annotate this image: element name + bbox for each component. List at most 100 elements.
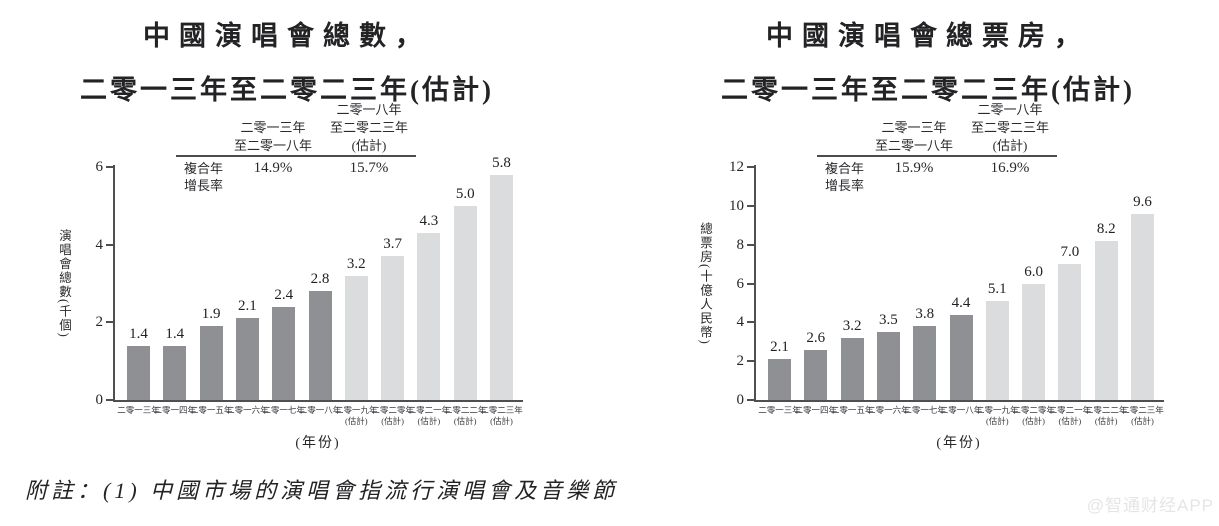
cagr-period-2-header: 二零一八年 至二零二三年 (估計) — [330, 101, 408, 155]
bar — [490, 174, 513, 400]
plot-area: 0 2 4 6 8 10 12 2.1 二零一三年 2.6 二零一四年 3.2 二零一五年 3.5 二零一六… — [729, 159, 1164, 426]
y-axis-tick — [747, 321, 754, 324]
y-axis-line — [754, 165, 756, 402]
y-axis-title: 總票房(十億人民幣) — [698, 221, 712, 346]
y-tick-label: 6 — [95, 159, 104, 175]
x-tick-label: 二零一五年 — [830, 405, 874, 415]
y-tick-label: 0 — [95, 392, 104, 408]
bar-value-label: 4.3 — [419, 213, 439, 230]
chart-box-office: 中國演唱會總票房， 二零一三年至二零二三年(估計) 二零一三年 至二零一八年 二… — [652, 0, 1219, 462]
y-axis-tick — [747, 243, 754, 246]
bar-value-label: 5.1 — [987, 280, 1007, 297]
cagr-period-2-line3: (估計) — [351, 138, 387, 153]
chart-title-line1: 中國演唱會總票房， — [766, 21, 1090, 51]
y-axis-tick — [106, 399, 113, 401]
y-tick-label: 8 — [736, 236, 745, 253]
cagr-row-label: 複合年 增長率 — [184, 160, 223, 194]
bar — [235, 318, 259, 400]
cagr-period-1-header: 二零一三年 至二零一八年 — [234, 119, 312, 155]
cagr-period-1-line1: 二零一三年 — [881, 120, 947, 135]
bar — [985, 300, 1009, 400]
y-axis-tick — [106, 166, 113, 168]
bar — [308, 291, 332, 400]
bar — [804, 349, 828, 400]
x-axis-line — [113, 400, 523, 402]
bar — [840, 337, 864, 400]
x-tick-label: 二零一六年 — [867, 405, 910, 415]
bar — [1094, 240, 1118, 400]
bar — [876, 332, 900, 400]
x-tick-label: 二零一六年 — [226, 405, 269, 415]
bar-value-label: 3.5 — [879, 312, 898, 329]
y-axis-tick — [747, 166, 754, 168]
x-tick-label: 二零一七年 — [262, 405, 305, 415]
bar-value-label: 2.8 — [310, 271, 330, 288]
x-axis-title: (年份) — [295, 436, 341, 451]
bar-value-label: 2.4 — [274, 286, 294, 303]
chart-title-line1: 中國演唱會總數， — [143, 21, 431, 51]
cagr-divider-line — [176, 155, 416, 157]
cagr-row-label-line2: 增長率 — [825, 178, 865, 193]
bar — [453, 205, 477, 400]
x-axis-line — [754, 400, 1164, 402]
bar — [199, 326, 223, 400]
cagr-row-label-line2: 增長率 — [184, 178, 224, 193]
bar-value-label: 1.9 — [201, 306, 221, 323]
y-axis-title: 演唱會總數(千個) — [57, 228, 71, 339]
bar-value-label: 3.8 — [915, 306, 935, 323]
cagr-value-1: 15.9% — [894, 160, 934, 176]
bar-value-label: 9.6 — [1133, 193, 1152, 210]
x-tick-label: 二零二二年 (估計) — [1084, 405, 1128, 426]
chart-title-line2: 二零一三年至二零二三年(估計) — [80, 75, 494, 105]
cagr-period-1-header: 二零一三年 至二零一八年 — [875, 119, 953, 155]
x-tick-label: 二零一九年 (估計) — [976, 405, 1019, 426]
cagr-value-1: 14.9% — [253, 160, 293, 176]
cagr-period-2-header: 二零一八年 至二零二三年 (估計) — [971, 101, 1049, 155]
watermark: @智通财经APP — [1086, 496, 1214, 515]
chart-title: 中國演唱會總票房， 二零一三年至二零二三年(估計) — [652, 14, 1204, 107]
x-tick-label: 二零一八年 — [298, 405, 342, 415]
y-axis-tick — [106, 321, 113, 324]
bar-value-label: 5.8 — [492, 154, 511, 171]
y-axis-tick — [106, 243, 113, 246]
bar — [163, 345, 187, 400]
cagr-period-2-line2: 至二零二三年 — [329, 120, 409, 135]
bar-value-label: 3.2 — [842, 317, 862, 334]
bar-value-label: 4.4 — [951, 294, 971, 311]
x-tick-label: 二零二一年 (估計) — [1048, 405, 1092, 426]
y-axis-tick — [747, 204, 754, 207]
bar — [949, 314, 973, 400]
bar — [913, 326, 937, 400]
bar-value-label: 2.1 — [238, 298, 257, 315]
x-axis-title: (年份) — [936, 436, 982, 451]
y-tick-label: 2 — [736, 353, 745, 370]
x-tick-label: 二零二三年 (估計) — [480, 405, 523, 426]
x-tick-label: 二零一三年 — [117, 405, 160, 415]
cagr-period-2-line1: 二零一八年 — [977, 102, 1043, 117]
bar-value-label: 2.1 — [770, 339, 789, 356]
y-axis-tick — [747, 399, 754, 401]
cagr-divider-line — [817, 155, 1057, 157]
cagr-row-label-line1: 複合年 — [184, 161, 224, 176]
y-tick-label: 6 — [736, 275, 745, 292]
bar — [127, 345, 150, 400]
cagr-period-2-line1: 二零一八年 — [336, 102, 402, 117]
bar-value-label: 3.7 — [383, 236, 402, 253]
bar — [381, 256, 405, 400]
y-tick-label: 10 — [729, 197, 744, 214]
bar-value-label: 2.6 — [806, 329, 826, 346]
x-tick-label: 二零二三年 (估計) — [1121, 405, 1164, 426]
footnote: 附註：(1) 中國市場的演唱會指流行演唱會及音樂節 — [25, 478, 619, 503]
bar-value-label: 3.2 — [346, 255, 366, 272]
bar-value-label: 1.4 — [165, 325, 185, 342]
cagr-table: 二零一三年 至二零一八年 二零一八年 至二零二三年 (估計) 複合年 增長率 1… — [817, 98, 1057, 198]
bar — [1022, 283, 1046, 400]
x-tick-label: 二零一七年 — [903, 405, 946, 415]
cagr-value-2: 16.9% — [990, 160, 1030, 176]
y-tick-label: 4 — [736, 314, 745, 331]
x-tick-label: 二零一九年 (估計) — [335, 405, 378, 426]
y-tick-label: 2 — [95, 314, 104, 331]
y-tick-label: 12 — [729, 159, 744, 175]
x-tick-label: 二零一四年 — [153, 405, 197, 415]
